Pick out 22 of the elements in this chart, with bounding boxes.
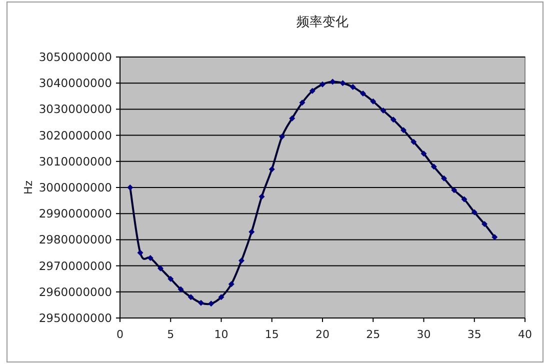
- y-tick-label: 3020000000: [38, 128, 112, 142]
- y-tick-label: 2950000000: [38, 311, 112, 325]
- y-tick-label: 2970000000: [38, 258, 112, 273]
- y-tick-label: 3050000000: [38, 50, 112, 64]
- y-tick-label: 2960000000: [38, 284, 112, 299]
- y-tick-label: 3000000000: [38, 180, 112, 194]
- y-tick-label: 3040000000: [38, 76, 112, 90]
- x-tick-label: 35: [467, 328, 482, 341]
- y-tick-label: 3030000000: [38, 102, 112, 116]
- x-tick-label: 20: [316, 328, 330, 341]
- x-tick-label: 40: [518, 328, 532, 341]
- x-tick-label: 5: [167, 328, 174, 341]
- x-tick-label: 30: [416, 328, 431, 341]
- x-tick-label: 10: [214, 328, 228, 341]
- x-tick-label: 15: [264, 328, 279, 341]
- y-tick-label: 3010000000: [38, 154, 112, 168]
- x-tick-label: 0: [116, 328, 124, 341]
- y-axis-title: Hz: [22, 180, 35, 195]
- x-tick-label: 25: [366, 328, 380, 341]
- y-tick-label: 2980000000: [38, 232, 112, 247]
- y-tick-label: 2990000000: [38, 206, 112, 221]
- chart-title: 频率变化: [296, 14, 348, 30]
